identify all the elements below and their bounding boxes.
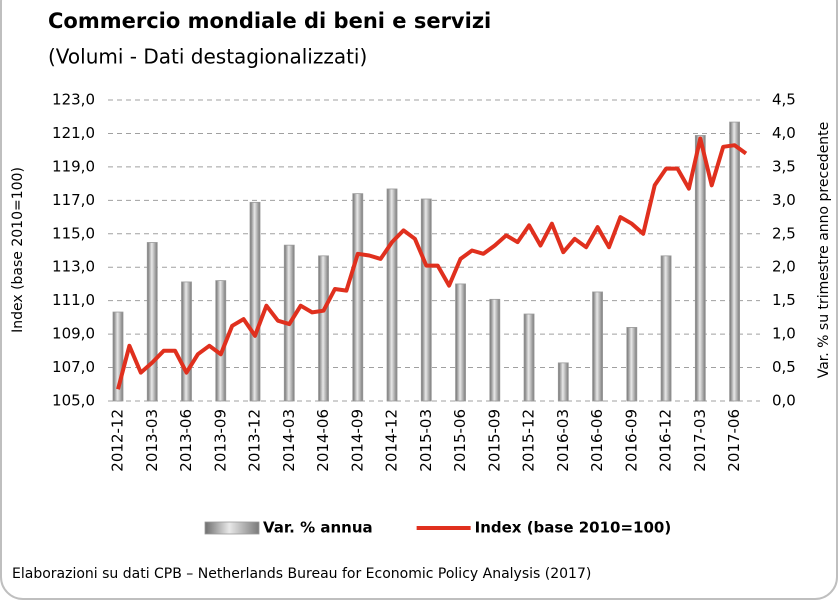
- bar: [626, 327, 638, 402]
- y-tick-label: 109,0: [52, 325, 95, 343]
- y2-tick-label: 1,0: [772, 325, 796, 343]
- x-tick-label: 2014-03: [280, 409, 298, 472]
- y-tick-label: 105,0: [52, 392, 95, 410]
- y2-tick-label: 3,5: [772, 157, 796, 175]
- x-tick-label: 2013-09: [211, 409, 229, 472]
- x-tick-label: 2015-12: [520, 409, 538, 472]
- bar: [146, 242, 158, 402]
- x-tick-label: 2014-06: [314, 409, 332, 472]
- y-axis-title: Index (base 2010=100): [10, 167, 26, 333]
- bar: [592, 291, 603, 402]
- bar: [729, 121, 740, 402]
- y-tick-label: 107,0: [52, 358, 95, 376]
- bar: [352, 193, 364, 402]
- bar: [523, 313, 535, 402]
- bar: [557, 362, 569, 402]
- x-tick-label: 2013-03: [143, 409, 161, 472]
- x-tick-label: 2015-09: [485, 409, 503, 472]
- bar: [420, 198, 432, 402]
- x-tick-label: 2014-09: [348, 409, 366, 472]
- line: [116, 136, 748, 390]
- y2-tick-label: 2,0: [772, 258, 796, 276]
- chart-subtitle: (Volumi - Dati destagionalizzati): [48, 45, 367, 69]
- y2-tick-label: 0,0: [772, 392, 796, 410]
- y-tick-label: 113,0: [52, 258, 95, 276]
- y-tick-label: 111,0: [52, 291, 95, 309]
- y2-axis-title: Var. % su trimestre anno precedente: [816, 122, 832, 379]
- y2-tick-label: 4,5: [772, 91, 796, 109]
- bar: [660, 255, 672, 402]
- x-tick-label: 2016-06: [588, 409, 606, 472]
- source-note: Elaborazioni su dati CPB – Netherlands B…: [12, 566, 591, 582]
- x-tick-label: 2013-06: [177, 409, 195, 472]
- bar: [386, 188, 398, 402]
- bar: [181, 281, 192, 402]
- x-tick-label: 2016-12: [657, 409, 675, 472]
- bar: [112, 311, 124, 402]
- y-tick-label: 121,0: [52, 124, 95, 142]
- x-tick-label: 2016-09: [622, 409, 640, 472]
- bar: [249, 201, 261, 402]
- y-tick-label: 117,0: [52, 191, 95, 209]
- y2-tick-label: 2,5: [772, 224, 796, 242]
- legend-label: Var. % annua: [263, 519, 373, 537]
- bar: [455, 283, 466, 402]
- bar: [694, 135, 706, 402]
- bar: [318, 255, 329, 402]
- y-tick-label: 115,0: [52, 224, 95, 242]
- y2-tick-label: 0,5: [772, 358, 796, 376]
- y2-tick-label: 4,0: [772, 124, 796, 142]
- y-tick-label: 123,0: [52, 91, 95, 109]
- bar: [489, 298, 501, 402]
- x-tick-label: 2013-12: [246, 409, 264, 472]
- legend-label: Index (base 2010=100): [475, 519, 672, 537]
- x-tick-label: 2015-06: [451, 409, 469, 472]
- y2-tick-label: 3,0: [772, 191, 796, 209]
- x-tick-label: 2017-03: [691, 409, 709, 472]
- legend-swatch: [204, 521, 260, 535]
- y-tick-label: 119,0: [52, 157, 95, 175]
- x-tick-label: 2015-03: [417, 409, 435, 472]
- chart-title: Commercio mondiale di beni e servizi: [48, 9, 491, 33]
- x-tick-label: 2017-06: [725, 409, 743, 472]
- x-tick-label: 2012-12: [109, 409, 127, 472]
- y2-tick-label: 1,5: [772, 291, 796, 309]
- x-tick-label: 2014-12: [383, 409, 401, 472]
- x-tick-label: 2016-03: [554, 409, 572, 472]
